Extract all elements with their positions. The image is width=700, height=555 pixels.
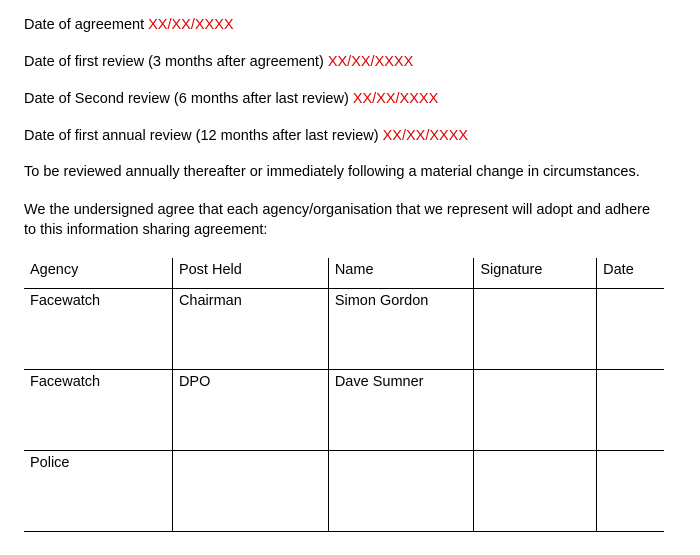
- second-review-value: XX/XX/XXXX: [353, 91, 438, 107]
- table-row: Police: [24, 451, 664, 532]
- header-signature: Signature: [474, 258, 597, 289]
- cell-date: [597, 289, 664, 370]
- cell-name: Simon Gordon: [328, 289, 474, 370]
- header-agency: Agency: [24, 258, 172, 289]
- annual-review-line: Date of first annual review (12 months a…: [24, 127, 676, 146]
- cell-agency: Facewatch: [24, 370, 172, 451]
- cell-signature: [474, 370, 597, 451]
- signatories-table: Agency Post Held Name Signature Date Fac…: [24, 258, 664, 532]
- agreement-date-value: XX/XX/XXXX: [148, 17, 233, 33]
- second-review-label: Date of Second review (6 months after la…: [24, 91, 353, 107]
- first-review-value: XX/XX/XXXX: [328, 54, 413, 70]
- cell-name: [328, 451, 474, 532]
- cell-agency: Facewatch: [24, 289, 172, 370]
- header-date: Date: [597, 258, 664, 289]
- table-row: Facewatch DPO Dave Sumner: [24, 370, 664, 451]
- cell-signature: [474, 289, 597, 370]
- cell-agency: Police: [24, 451, 172, 532]
- annual-review-label: Date of first annual review (12 months a…: [24, 128, 383, 144]
- cell-date: [597, 370, 664, 451]
- header-name: Name: [328, 258, 474, 289]
- first-review-line: Date of first review (3 months after agr…: [24, 53, 676, 72]
- cell-signature: [474, 451, 597, 532]
- table-row: Facewatch Chairman Simon Gordon: [24, 289, 664, 370]
- table-header-row: Agency Post Held Name Signature Date: [24, 258, 664, 289]
- cell-date: [597, 451, 664, 532]
- agreement-date-line: Date of agreement XX/XX/XXXX: [24, 16, 676, 35]
- review-note: To be reviewed annually thereafter or im…: [24, 163, 664, 183]
- header-post: Post Held: [172, 258, 328, 289]
- annual-review-value: XX/XX/XXXX: [383, 128, 468, 144]
- cell-post: DPO: [172, 370, 328, 451]
- first-review-label: Date of first review (3 months after agr…: [24, 54, 328, 70]
- undersigned-statement: We the undersigned agree that each agenc…: [24, 201, 664, 240]
- agreement-date-label: Date of agreement: [24, 17, 148, 33]
- cell-post: Chairman: [172, 289, 328, 370]
- cell-name: Dave Sumner: [328, 370, 474, 451]
- cell-post: [172, 451, 328, 532]
- second-review-line: Date of Second review (6 months after la…: [24, 90, 676, 109]
